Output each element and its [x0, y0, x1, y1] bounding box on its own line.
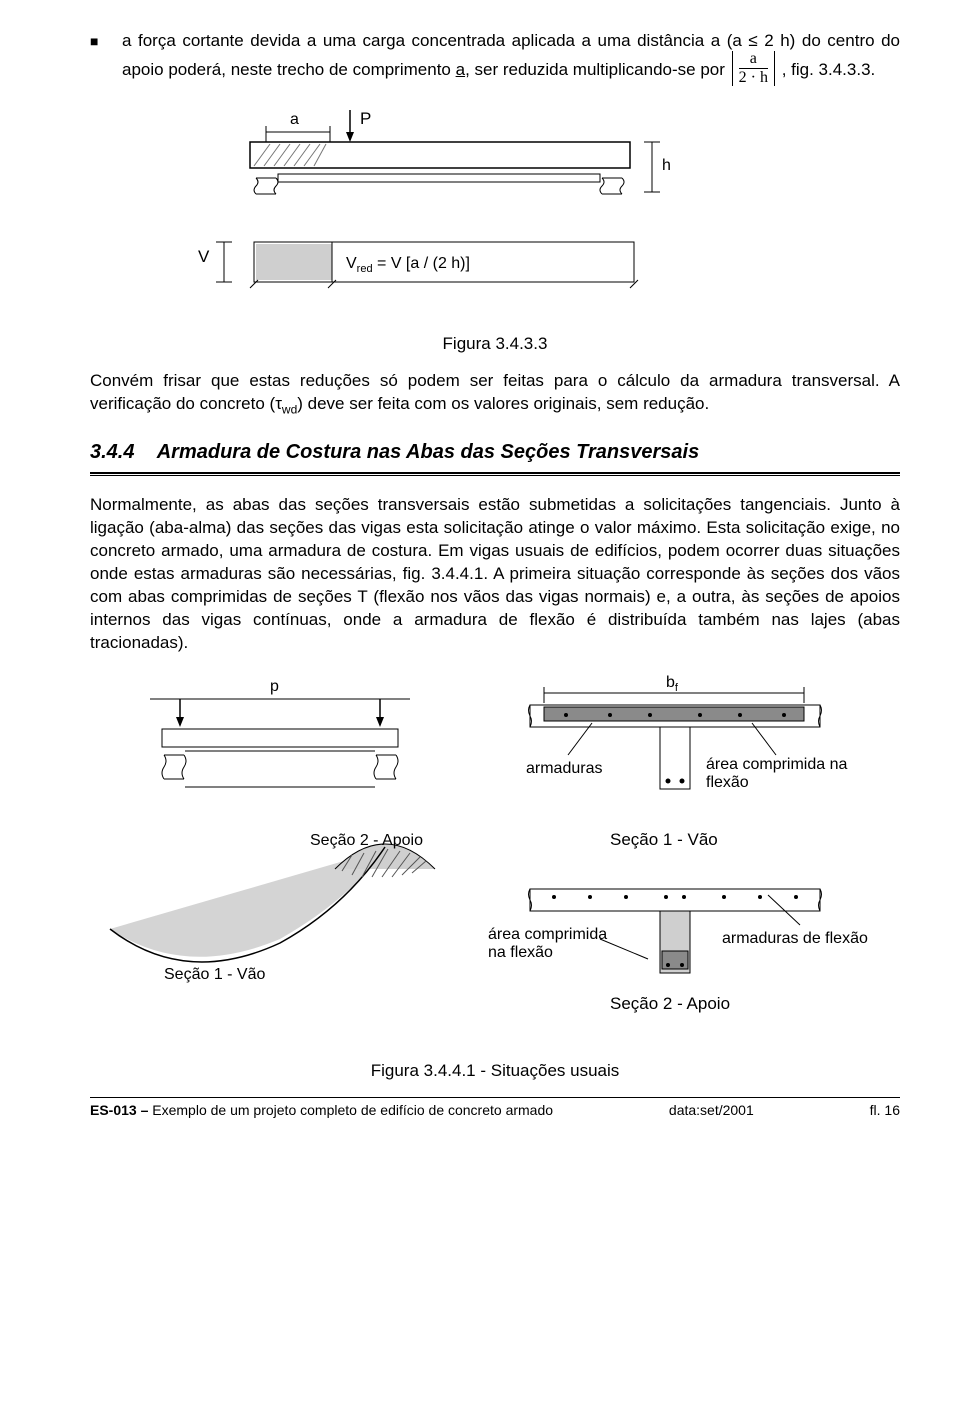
- svg-text:bf: bf: [666, 674, 679, 694]
- p1-underlined-a: a: [456, 60, 465, 79]
- fig1-label-a: a: [290, 111, 299, 128]
- figure-3-4-4-1: p Seção 2 - Apoio Seção 1 - Vão bf: [90, 669, 890, 1049]
- p1-text-c: , fig. 3.4.3.3.: [777, 60, 875, 79]
- fraction-bracket: a 2 · h: [732, 51, 775, 86]
- fig2-label-armaduras: armaduras: [526, 760, 602, 777]
- p2-sub: wd: [282, 402, 297, 416]
- footer-row: ES-013 – Exemplo de um projeto completo …: [90, 1102, 900, 1118]
- fraction-denominator: 2 · h: [739, 70, 768, 86]
- svg-text:Vred = V [a / (2 h)]: Vred = V [a / (2 h)]: [346, 255, 470, 275]
- footer-date: data:set/2001: [669, 1102, 754, 1118]
- figure-3-4-3-3-caption: Figura 3.4.3.3: [90, 334, 900, 354]
- p1-text-b: , ser reduzida multiplicando-se por: [465, 60, 730, 79]
- heading-num: 3.4.4: [90, 441, 134, 463]
- paragraph-1: a força cortante devida a uma carga conc…: [122, 30, 900, 88]
- fig2-label-p: p: [270, 678, 279, 695]
- bullet-marker: ■: [90, 30, 104, 88]
- bullet-paragraph-1: ■ a força cortante devida a uma carga co…: [90, 30, 900, 88]
- p2-text-b: ) deve ser feita com os valores originai…: [297, 394, 709, 413]
- heading-text: Armadura de Costura nas Abas das Seções …: [157, 441, 699, 463]
- figure-3-4-3-3: a P h V Vred = V [a / (2 h)]: [150, 102, 710, 322]
- paragraph-2: Convém frisar que estas reduções só pode…: [90, 370, 900, 418]
- fig1-label-Vred: V: [346, 255, 357, 272]
- fig2-secao2-apoio-left: Seção 2 - Apoio: [310, 832, 423, 849]
- fraction-numerator: a: [750, 51, 757, 67]
- fig2-secao1-vao-right: Seção 1 - Vão: [610, 830, 718, 849]
- fig1-label-P: P: [360, 109, 371, 128]
- fig1-label-h: h: [662, 157, 671, 174]
- fig2-secao1-vao-left: Seção 1 - Vão: [164, 966, 266, 983]
- footer-desc: Exemplo de um projeto completo de edifíc…: [152, 1102, 553, 1118]
- figure-3-4-4-1-caption: Figura 3.4.4.1 - Situações usuais: [90, 1061, 900, 1081]
- footer-left: ES-013 – Exemplo de um projeto completo …: [90, 1102, 553, 1118]
- fig2-label-bf-f: f: [675, 682, 679, 694]
- footer-code: ES-013 –: [90, 1102, 152, 1118]
- footer-page: fl. 16: [870, 1102, 900, 1118]
- footer-rule: ES-013 – Exemplo de um projeto completo …: [90, 1097, 900, 1118]
- fig1-label-Vred-eq: = V [a / (2 h)]: [373, 255, 470, 272]
- fig2-area-comp-1a: área comprimida na: [706, 756, 848, 773]
- fig2-label-bf-b: b: [666, 674, 675, 691]
- section-heading-3-4-4: 3.4.4 Armadura de Costura nas Abas das S…: [90, 441, 900, 468]
- fig2-secao2-apoio-right: Seção 2 - Apoio: [610, 994, 730, 1013]
- fig2-area-comp-2b: na flexão: [488, 944, 553, 961]
- paragraph-3: Normalmente, as abas das seções transver…: [90, 494, 900, 655]
- heading-rules: [90, 472, 900, 476]
- fig2-area-comp-2a: área comprimida: [488, 926, 607, 943]
- fig2-area-comp-1b: flexão: [706, 774, 749, 791]
- fig1-label-Vred-sub: red: [357, 263, 373, 275]
- fig2-armaduras-flexao: armaduras de flexão: [722, 930, 868, 947]
- fig1-label-V: V: [198, 247, 210, 266]
